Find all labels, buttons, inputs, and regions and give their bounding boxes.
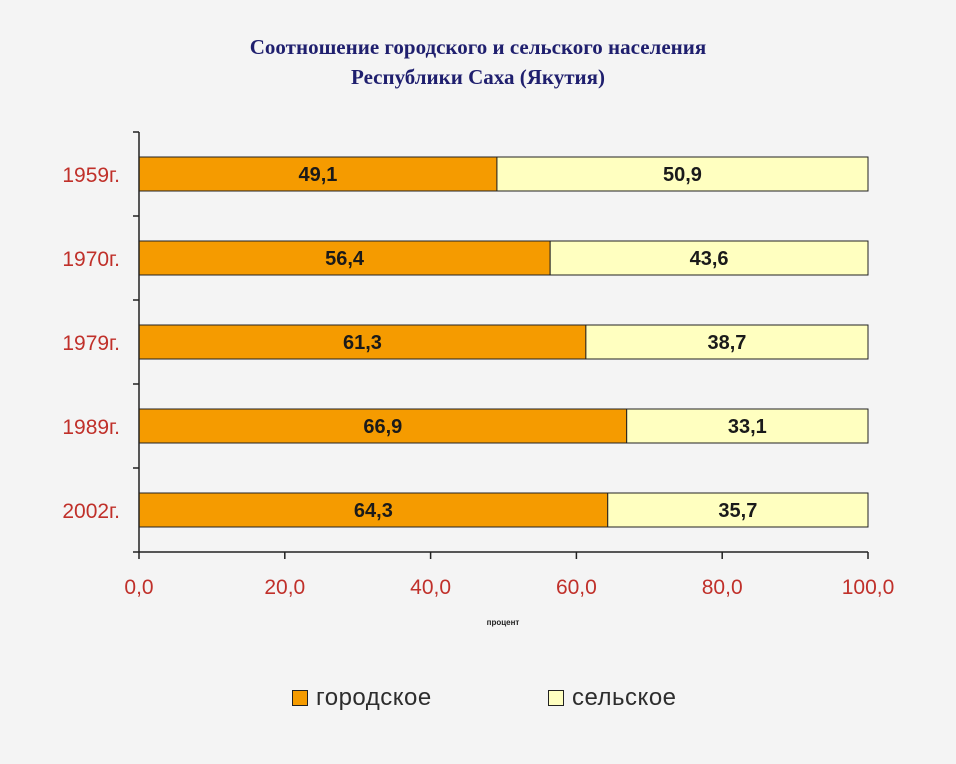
chart-title: Соотношение городского и сельского насел… bbox=[0, 32, 956, 92]
x-tick-label-5: 100,0 bbox=[842, 576, 895, 599]
bar-rural-0 bbox=[496, 156, 869, 192]
category-label-4: 2002г. bbox=[62, 500, 120, 523]
bar-urban-2 bbox=[138, 324, 587, 360]
x-tick-label-3: 60,0 bbox=[556, 576, 597, 599]
chart-legend: городское сельское bbox=[0, 684, 956, 714]
data-label-urban-0: 49,1 bbox=[299, 164, 338, 186]
legend-label-urban: городское bbox=[316, 684, 432, 711]
data-label-rural-1: 43,6 bbox=[690, 248, 729, 270]
data-label-urban-4: 64,3 bbox=[354, 500, 393, 522]
category-label-1: 1970г. bbox=[62, 248, 120, 271]
x-tick-label-1: 20,0 bbox=[264, 576, 305, 599]
category-label-0: 1959г. bbox=[62, 164, 120, 187]
legend-swatch-rural bbox=[548, 690, 564, 706]
bar-rural-4 bbox=[607, 492, 869, 528]
x-tick-label-0: 0,0 bbox=[124, 576, 153, 599]
legend-item-urban: городское bbox=[292, 684, 432, 712]
category-label-3: 1989г. bbox=[62, 416, 120, 439]
bar-rural-1 bbox=[549, 240, 869, 276]
data-label-urban-3: 66,9 bbox=[363, 416, 402, 438]
legend-item-rural: сельское bbox=[548, 684, 677, 712]
data-label-rural-3: 33,1 bbox=[728, 416, 767, 438]
data-label-rural-0: 50,9 bbox=[663, 164, 702, 186]
data-label-rural-2: 38,7 bbox=[707, 332, 746, 354]
bar-rural-2 bbox=[585, 324, 869, 360]
legend-swatch-urban bbox=[292, 690, 308, 706]
bar-urban-4 bbox=[138, 492, 609, 528]
category-label-2: 1979г. bbox=[62, 332, 120, 355]
bar-urban-0 bbox=[138, 156, 498, 192]
bar-urban-3 bbox=[138, 408, 628, 444]
bar-rural-3 bbox=[626, 408, 869, 444]
x-tick-label-4: 80,0 bbox=[702, 576, 743, 599]
data-label-rural-4: 35,7 bbox=[718, 500, 757, 522]
chart-title-line1: Соотношение городского и сельского насел… bbox=[249, 35, 707, 59]
x-axis-title: процент bbox=[487, 618, 520, 627]
x-tick-label-2: 40,0 bbox=[410, 576, 451, 599]
legend-label-rural: сельское bbox=[572, 684, 677, 711]
data-label-urban-1: 56,4 bbox=[325, 248, 365, 270]
chart-title-line2: Республики Саха (Якутия) bbox=[351, 65, 605, 89]
data-label-urban-2: 61,3 bbox=[343, 332, 382, 354]
